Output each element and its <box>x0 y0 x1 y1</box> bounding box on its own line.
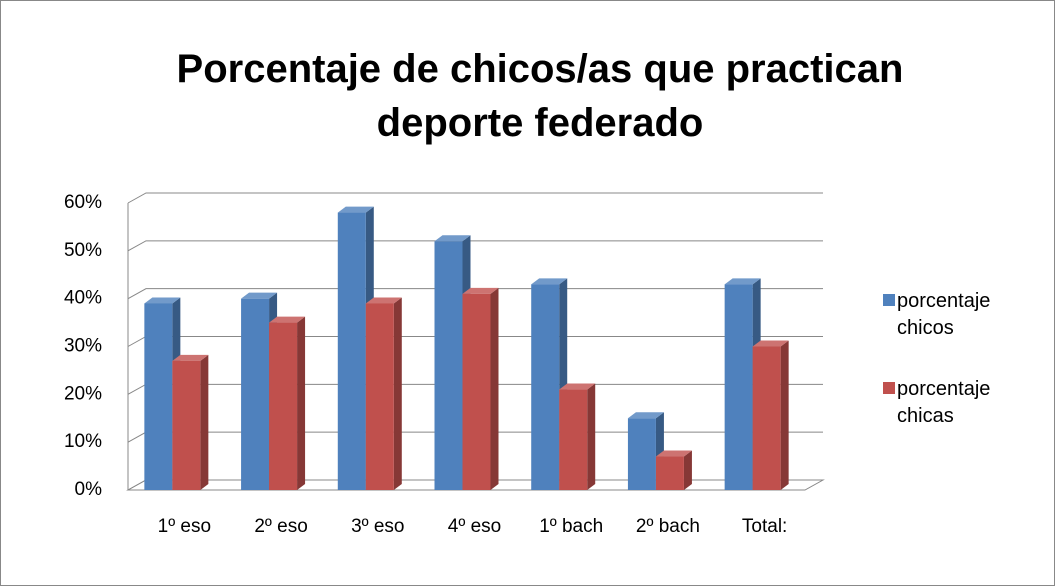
bar-top <box>241 292 278 299</box>
bar <box>752 340 789 490</box>
bar-front <box>531 284 560 490</box>
bar-front <box>752 346 781 490</box>
bar-top <box>337 206 374 213</box>
x-tick-label: 2º bach <box>636 516 700 537</box>
y-tick-label: 50% <box>64 240 102 261</box>
bar-top <box>559 383 596 390</box>
bar-front <box>462 293 491 490</box>
bar <box>172 354 209 490</box>
bar-top <box>531 278 568 285</box>
bar <box>627 412 664 490</box>
x-tick-label: 4º eso <box>448 516 501 537</box>
bar-top <box>365 297 402 304</box>
bar <box>462 287 499 490</box>
y-tick-label: 30% <box>64 336 102 357</box>
legend-label: porcentaje chicos <box>897 290 991 339</box>
y-tick-label: 0% <box>75 479 103 500</box>
grid-line <box>127 288 823 300</box>
grid-line <box>127 240 823 252</box>
y-tick-label: 10% <box>64 431 102 452</box>
chart-title: Porcentaje de chicos/as que practican de… <box>176 47 904 145</box>
bar <box>559 383 596 490</box>
y-tick-label: 20% <box>64 383 102 404</box>
bar-front <box>269 322 298 490</box>
bar-front <box>172 360 201 490</box>
x-tick-label: Total: <box>742 516 787 537</box>
bar <box>655 450 692 490</box>
bar-front <box>559 389 588 490</box>
legend-swatch <box>883 294 895 306</box>
bar-side <box>297 316 306 490</box>
bar-front <box>724 284 753 490</box>
bar-front <box>434 241 463 490</box>
bar-top <box>434 235 471 242</box>
bar-top <box>172 354 209 361</box>
bar-side <box>780 340 789 490</box>
bar-side <box>587 383 596 490</box>
bar <box>365 297 402 490</box>
bar-top <box>752 340 789 347</box>
x-tick-label: 1º bach <box>539 516 603 537</box>
legend-label: porcentaje chicas <box>897 378 991 427</box>
bar-front <box>144 303 173 490</box>
bar-side <box>393 297 402 490</box>
bar-front <box>337 212 366 491</box>
bar-side <box>200 354 209 490</box>
bar-top <box>462 287 499 294</box>
bar-front <box>655 456 684 490</box>
x-tick-label: 1º eso <box>158 516 211 537</box>
bar-front <box>627 418 656 490</box>
bar-front <box>241 298 270 490</box>
bar-top <box>269 316 306 323</box>
grid-line <box>127 192 823 204</box>
bar-top <box>144 297 181 304</box>
bar-side <box>490 287 499 490</box>
bar-front <box>365 303 394 490</box>
bar <box>269 316 306 490</box>
y-tick-label: 60% <box>64 192 102 213</box>
legend-swatch <box>883 382 895 394</box>
bar-top <box>655 450 692 457</box>
y-tick-label: 40% <box>64 288 102 309</box>
bar <box>531 278 568 490</box>
bar-top <box>627 412 664 419</box>
bar-side <box>683 450 692 490</box>
bar-top <box>724 278 761 285</box>
x-tick-label: 3º eso <box>351 516 404 537</box>
x-tick-label: 2º eso <box>254 516 307 537</box>
